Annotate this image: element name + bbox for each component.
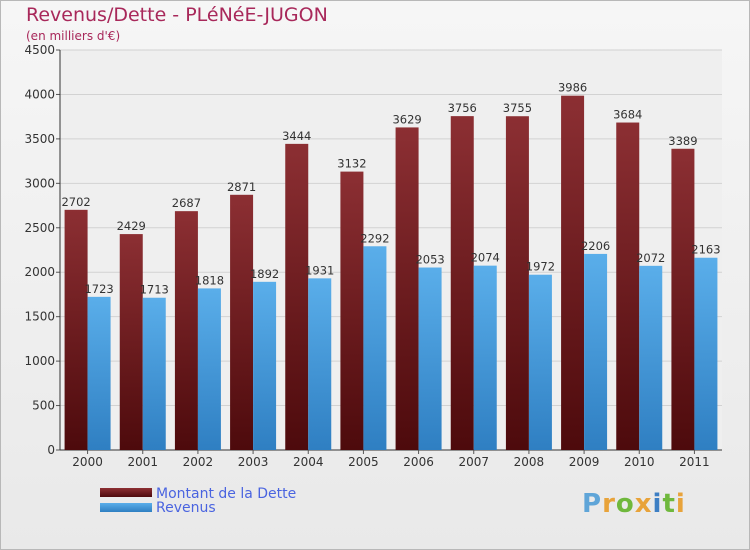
bar-dette (616, 122, 640, 451)
bar-dette (119, 234, 143, 450)
bar-revenus (197, 288, 221, 450)
bar-dette (174, 211, 198, 450)
bar-revenus (473, 265, 497, 450)
data-label-revenus: 1931 (305, 263, 334, 277)
y-tick-label: 1500 (24, 310, 55, 324)
bar-dette (505, 116, 529, 450)
y-tick-label: 3500 (24, 132, 55, 146)
plot-area (60, 50, 722, 450)
bar-dette (395, 127, 419, 450)
bar-dette (450, 116, 474, 450)
data-label-revenus: 1723 (84, 282, 113, 296)
x-tick-label: 2005 (348, 455, 379, 469)
data-label-revenus: 2072 (636, 251, 665, 265)
x-tick-label: 2001 (127, 455, 158, 469)
bar-revenus (142, 297, 166, 450)
bar-dette (671, 148, 695, 450)
data-label-revenus: 1818 (195, 273, 224, 287)
data-label-revenus: 1892 (250, 267, 279, 281)
proxiti-logo: Proxiti (582, 489, 686, 519)
y-tick-label: 500 (32, 399, 55, 413)
x-tick-label: 2003 (238, 455, 269, 469)
bar-revenus (363, 246, 387, 450)
data-label-dette: 3756 (448, 101, 477, 115)
bar-dette (230, 194, 254, 450)
data-label-dette: 3444 (282, 129, 311, 143)
x-tick-label: 2002 (183, 455, 214, 469)
legend-swatch-revenus (100, 503, 152, 512)
logo-letter: r (602, 489, 616, 519)
bar-revenus (87, 296, 111, 450)
data-label-revenus: 1713 (140, 283, 169, 297)
bar-revenus (253, 281, 277, 450)
data-label-dette: 3629 (392, 112, 421, 126)
x-tick-label: 2011 (679, 455, 710, 469)
data-label-dette: 2871 (227, 180, 256, 194)
logo-letter: i (675, 489, 686, 519)
bar-revenus (639, 265, 663, 450)
y-tick-label: 3000 (24, 176, 55, 190)
data-label-revenus: 2206 (581, 239, 610, 253)
x-tick-label: 2009 (569, 455, 600, 469)
data-label-revenus: 2053 (415, 253, 444, 267)
logo-letter: x (634, 489, 653, 519)
data-label-dette: 3389 (668, 134, 697, 148)
y-tick-label: 2000 (24, 265, 55, 279)
x-tick-label: 2000 (72, 455, 103, 469)
data-label-revenus: 2074 (471, 251, 500, 265)
y-tick-label: 0 (47, 443, 55, 457)
data-label-dette: 3684 (613, 108, 642, 122)
logo-letter: P (582, 489, 603, 519)
bar-revenus (584, 253, 608, 450)
y-tick-label: 4000 (24, 87, 55, 101)
bar-revenus (694, 257, 718, 450)
x-tick-label: 2007 (458, 455, 489, 469)
bar-dette (561, 95, 585, 450)
legend-label-dette: Montant de la Dette (156, 486, 297, 502)
x-tick-label: 2008 (514, 455, 545, 469)
chart-title: Revenus/Dette - PLéNéE-JUGON (26, 4, 328, 26)
x-tick-label: 2010 (624, 455, 655, 469)
data-label-dette: 3986 (558, 81, 587, 95)
legend-swatch-dette (100, 488, 152, 497)
data-label-dette: 2702 (61, 195, 90, 209)
bar-revenus (308, 278, 332, 450)
x-tick-label: 2004 (293, 455, 324, 469)
bar-revenus (418, 267, 442, 450)
bar-dette (340, 171, 364, 450)
data-label-dette: 2687 (172, 196, 201, 210)
bar-dette (64, 209, 88, 450)
data-label-dette: 3755 (503, 101, 532, 115)
data-label-dette: 3132 (337, 157, 366, 171)
y-tick-label: 2500 (24, 221, 55, 235)
logo-letter: o (615, 489, 635, 519)
y-tick-label: 1000 (24, 354, 55, 368)
bar-dette (285, 143, 309, 450)
chart-subtitle: (en milliers d'€) (26, 29, 121, 43)
legend-label-revenus: Revenus (156, 500, 216, 516)
x-tick-label: 2006 (403, 455, 434, 469)
logo-letter: t (662, 489, 676, 519)
data-label-revenus: 2292 (360, 231, 389, 245)
bar-revenus (528, 274, 552, 450)
y-tick-label: 4500 (24, 43, 55, 57)
data-label-revenus: 2163 (691, 243, 720, 257)
data-label-revenus: 1972 (526, 260, 555, 274)
data-label-dette: 2429 (117, 219, 146, 233)
logo-letter: i (652, 489, 663, 519)
